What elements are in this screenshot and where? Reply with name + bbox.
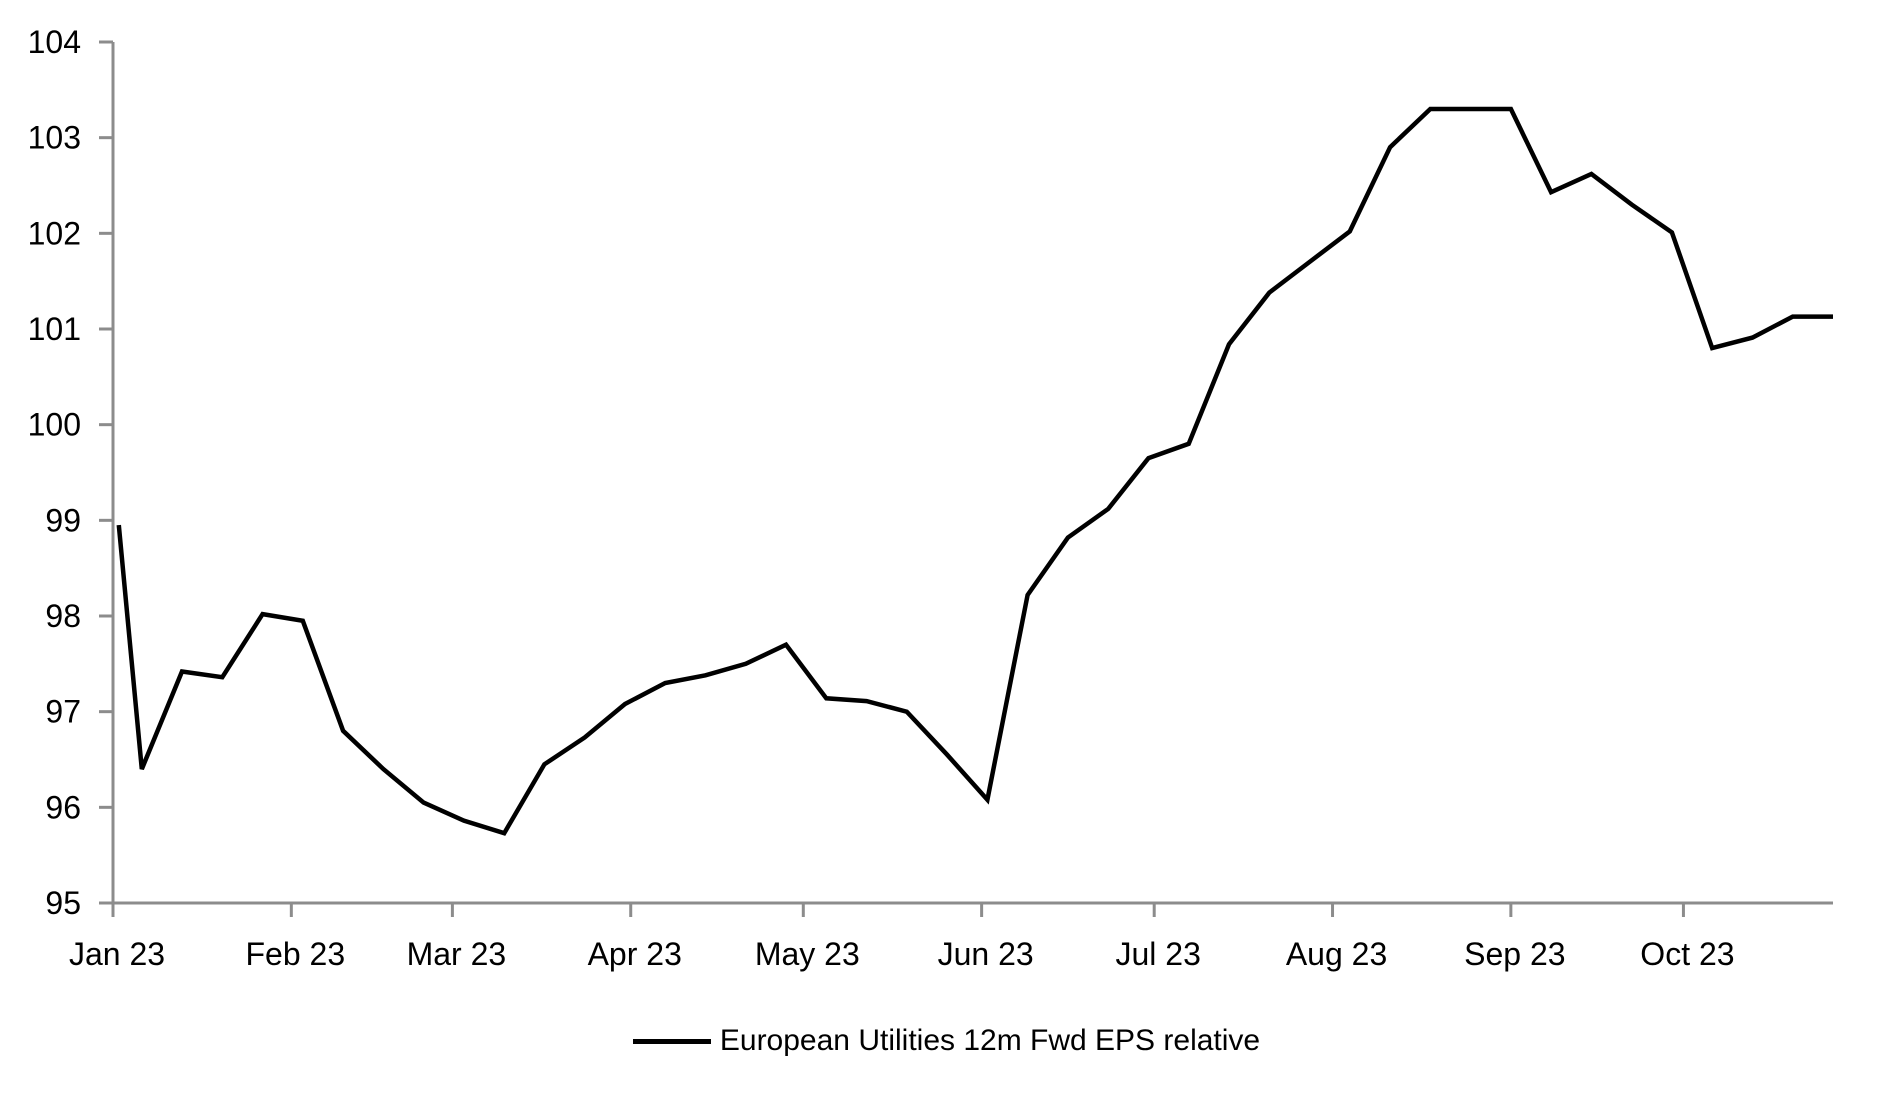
x-tick-label: Sep 23	[1464, 936, 1565, 972]
y-tick-label: 103	[28, 120, 81, 156]
x-tick-label: Apr 23	[588, 936, 682, 972]
y-tick-label: 97	[45, 694, 81, 730]
y-tick-label: 96	[45, 789, 81, 825]
y-tick-label: 100	[28, 407, 81, 443]
y-tick-label: 98	[45, 598, 81, 634]
y-tick-label: 102	[28, 215, 81, 251]
x-tick-label: Jul 23	[1116, 936, 1201, 972]
y-tick-label: 104	[28, 24, 81, 60]
legend-label: European Utilities 12m Fwd EPS relative	[719, 1024, 1261, 1057]
y-tick-label: 101	[28, 311, 81, 347]
x-tick-label: May 23	[755, 936, 860, 972]
x-tick-label: Mar 23	[407, 936, 507, 972]
x-tick-label: Oct 23	[1640, 936, 1734, 972]
series-line	[116, 106, 1833, 836]
x-tick-label: Jun 23	[938, 936, 1034, 972]
y-tick-label: 95	[45, 885, 81, 921]
y-tick-label: 99	[45, 502, 81, 538]
legend: European Utilities 12m Fwd EPS relative	[0, 1024, 1893, 1058]
x-tick-label: Jan 23	[69, 936, 165, 972]
legend-line-swatch	[632, 1038, 711, 1044]
x-tick-label: Aug 23	[1286, 936, 1387, 972]
x-tick-label: Feb 23	[246, 936, 346, 972]
